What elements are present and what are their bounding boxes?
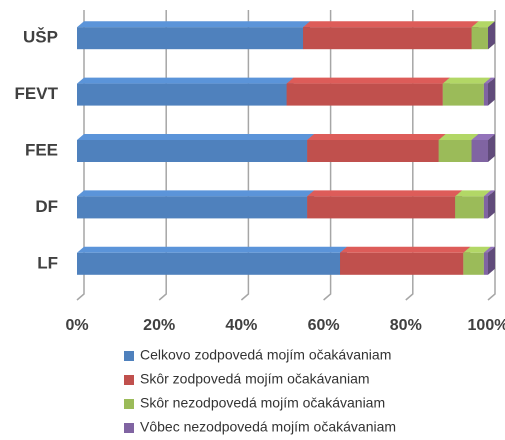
bar-segment [307,190,463,219]
bar-top [483,246,495,253]
bar-top [77,21,311,28]
legend-swatch [124,423,134,433]
bar-front [483,83,488,106]
bar-front [77,27,304,50]
x-tick-label: 0% [65,317,88,334]
bar-top [286,77,450,84]
bar-front [77,196,308,219]
bar-front [307,196,456,219]
bar-front [455,196,484,219]
bar-front [307,140,439,162]
bar-top [471,21,495,28]
bar-segment [286,77,450,106]
bar-side [488,134,495,162]
bar-top [307,190,463,197]
bar-side [488,77,495,106]
bar-segment [77,21,311,50]
bar-segment [77,77,294,106]
bar-side [488,190,495,219]
bar-top [455,190,491,197]
bar-segment [488,21,495,50]
bar-segment [307,134,446,162]
bar-side [488,21,495,50]
legend-swatch [124,351,134,361]
bar-segment [483,246,495,275]
bar-top [463,246,491,253]
bar-top [303,21,479,28]
legend-label: Celkovo zodpovedá mojím očakávaniam [140,347,391,363]
bar-top [77,134,315,140]
x-tick-label: 40% [225,317,257,334]
x-tick-label: 60% [308,317,340,334]
bar-top [483,77,495,84]
bar-front [483,196,488,219]
bar-top [77,246,348,253]
bar-top [77,77,294,84]
bar-side [488,246,495,275]
legend-label: Vôbec nezodpovedá mojím očakávaniam [140,419,396,435]
bar-segment [442,77,491,106]
bar-front [463,252,484,275]
bar-segment [77,190,315,219]
bar-top [438,134,479,140]
bar-front [438,140,472,162]
x-tick-label: 20% [143,317,175,334]
bar-top [307,134,446,140]
bar-front [340,252,464,275]
bar-front [471,27,488,50]
legend-label: Skôr zodpovedá mojím očakávaniam [140,371,370,387]
bar-segment [303,21,479,50]
bar-segment [77,246,348,275]
bar-front [471,140,488,162]
bar-segment [471,134,495,162]
bar-front [483,252,488,275]
x-tick-label: 80% [390,317,422,334]
grid-line [487,10,496,301]
bar-front [77,252,341,275]
bar-segment [483,77,495,106]
category-label: LF [37,253,58,272]
bar-segment [77,134,315,162]
bar-front [442,83,484,106]
bar-top [340,246,471,253]
bar-front [303,27,472,50]
x-tick-label: 100% [468,317,505,334]
category-label: UŠP [23,28,58,47]
bar-top [77,190,315,197]
bar-top [442,77,491,84]
bar-segment [340,246,471,275]
category-label: FEVT [15,84,59,103]
bar-front [286,83,443,106]
bar-segment [483,190,495,219]
bar-front [77,140,308,162]
legend-swatch [124,375,134,385]
category-label: DF [35,197,58,216]
legend-swatch [124,399,134,409]
legend-label: Skôr nezodpovedá mojím očakávaniam [140,395,385,411]
bar-top [471,134,495,140]
category-label: FEE [25,140,58,159]
bar-front [77,83,287,106]
bar-top [483,190,495,197]
